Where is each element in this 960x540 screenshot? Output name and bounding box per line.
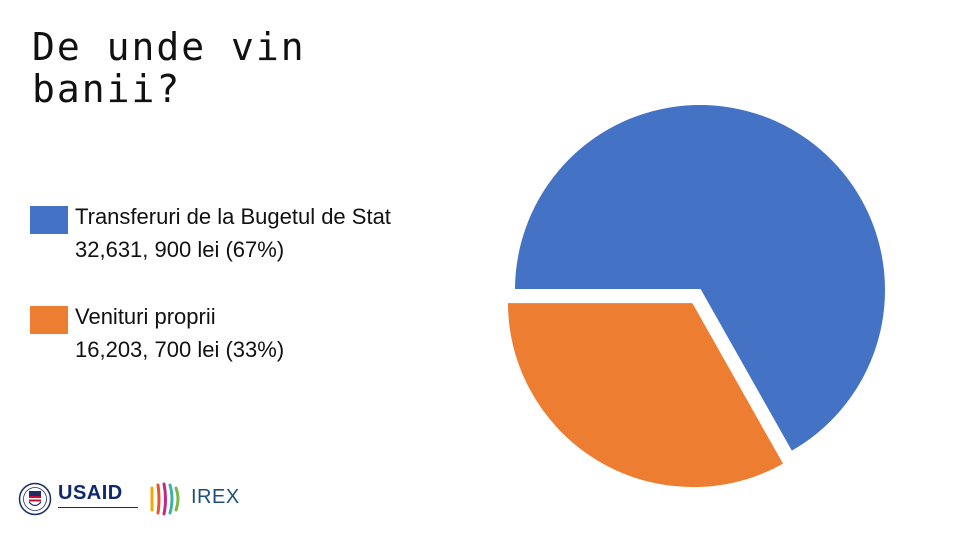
irex-wordmark: IREX	[191, 486, 240, 508]
usaid-wordmark: USAID	[58, 482, 123, 504]
legend-item-transferuri: Transferuri de la Bugetul de Stat 32,631…	[30, 200, 490, 300]
legend-value-venituri: 16,203, 700 lei (33%)	[75, 337, 285, 362]
title-line-1: De unde vin	[32, 25, 306, 69]
title-line-2: banii?	[32, 67, 182, 111]
usaid-logo: USAID	[18, 478, 138, 522]
legend-label-venituri: Venituri proprii	[75, 304, 216, 329]
legend-text-venituri: Venituri proprii 16,203, 700 lei (33%)	[75, 300, 284, 366]
legend-label-transferuri: Transferuri de la Bugetul de Stat	[75, 204, 391, 229]
legend-swatch-transferuri	[30, 206, 68, 234]
footer-logos: USAID IREX	[18, 478, 248, 522]
legend-swatch-venituri	[30, 306, 68, 334]
pie-slice-transferuri	[512, 103, 887, 454]
legend-text-transferuri: Transferuri de la Bugetul de Stat 32,631…	[75, 200, 391, 266]
irex-mark-icon	[150, 482, 180, 516]
pie-slice-venituri	[505, 301, 786, 490]
page-title: De unde vin banii?	[32, 26, 392, 110]
irex-logo: IREX	[148, 480, 248, 520]
chart-legend: Transferuri de la Bugetul de Stat 32,631…	[30, 200, 490, 400]
legend-item-venituri: Venituri proprii 16,203, 700 lei (33%)	[30, 300, 490, 400]
legend-value-transferuri: 32,631, 900 lei (67%)	[75, 237, 285, 262]
usaid-tagline-rule	[58, 507, 138, 512]
usaid-seal-icon	[18, 482, 52, 516]
pie-chart	[505, 103, 887, 490]
